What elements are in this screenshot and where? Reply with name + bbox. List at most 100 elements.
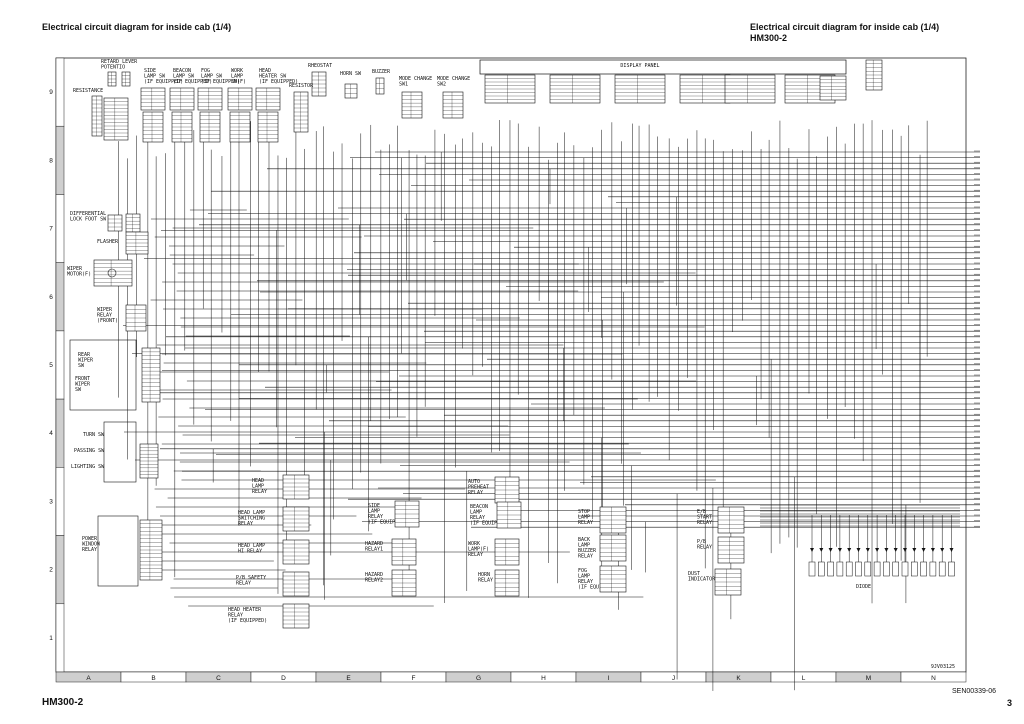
diagram-frame: 9 8 7 6 5 4 3 2 1 A B C D E F G H I J K L M N 9JV03125 [49,57,967,683]
rheostat-label: RHEOSTAT [308,63,332,69]
display-panel-connector-4 [679,74,731,104]
resistance-block [103,97,129,141]
passing-sw-label: PASSING SW [74,448,105,454]
front-wiper-label: FRONT WIPER SW [75,376,91,393]
grid-col-label: E [346,675,351,682]
grid-row-band [55,262,65,332]
resistor-connector [293,91,309,133]
grid-col-label: J [672,675,675,682]
retard-connector-a [107,71,117,87]
hazard-1-connector [391,538,417,566]
grid-row-label: 1 [49,635,53,642]
beacon-lamp-sw-harness [171,111,193,143]
work-lamp-relay-connector [494,538,520,566]
resistor-label: RESISTOR [289,83,314,89]
wiper-motor-icon [107,268,117,278]
grid-row-band [55,194,65,263]
auto-preheat-label: AUTO PREHEAT RELAY [468,479,489,496]
display-panel-frame [479,59,847,75]
hazard-1-label: HAZARD RELAY1 [365,541,383,553]
power-window-box [97,515,139,587]
beacon-lamp-sw-connector [169,87,195,111]
fog-lamp-sw-label: FOG LAMP SW (IF EQUIPPED) [201,68,240,85]
fog-relay-label: FOG LAMP RELAY (IF EQUIPPED) [578,568,617,591]
page-title-right-text: Electrical circuit diagram for inside ca… [750,22,940,32]
fog-lamp-sw-connector [197,87,223,111]
pb-safety-label: P/B SAFETY RELAY [236,575,266,587]
horn-sw-label: HORN SW [340,71,362,77]
grid-col-label: C [216,675,221,682]
page-title: Electrical circuit diagram for inside ca… [42,22,232,32]
hazard-2-connector [391,569,417,597]
grid-row-label: 6 [49,294,53,301]
pb-relay-connector [717,536,745,564]
wiring [118,120,980,691]
flasher-label: FLASHER [97,239,119,245]
head-heater-relay-connector [282,603,310,629]
horn-relay-label: HORN RELAY [478,572,493,584]
grid-col-label: L [802,675,806,682]
grid-col-label: M [866,675,871,682]
grid-row-band [55,603,65,673]
display-panel-connector-1 [484,74,536,104]
buzzer-label: BUZZER [372,69,391,75]
display-panel-connector-5 [724,74,776,104]
mode-change-2-connector [442,91,464,119]
pb-relay-label: P/B RELAY [697,539,712,551]
wiper-motor-connector [93,259,133,287]
grid-row-band [55,57,65,127]
head-lamp-relay-label: HEAD LAMP RELAY [252,478,267,495]
grid-row-band [55,535,65,605]
wiper-switch-connector [141,347,161,403]
grid-col-label: A [86,675,91,682]
mode-change-1-label: MODE CHANGE SW1 [399,76,432,88]
back-lamp-connector [599,534,627,562]
mode-change-1-connector [401,91,423,119]
grid-col-label: K [736,675,741,682]
grid-row-band [55,467,65,536]
wiper-switch-box [69,339,137,411]
fog-relay-connector [599,565,627,593]
retard-connector-b [121,71,131,87]
side-lamp-sw-harness [142,111,164,143]
head-lamp-hi-connector [282,539,310,565]
components: RETARD LEVER POTENTIO RESISTANCE SIDE LAMP S… [67,59,955,629]
rheostat-connector [311,71,327,97]
auto-preheat-connector [494,476,520,504]
display-panel-label: DISPLAY PANEL [620,63,659,69]
mode-change-2-label: MODE CHANGE SW2 [437,76,470,88]
work-lamp-relay-label: WORK LAMP(F) RELAY [468,541,489,558]
dust-label: DUST INDICATOR [688,571,716,583]
head-heater-sw-connector [255,87,281,111]
side-lamp-relay-connector [394,500,420,528]
rear-wiper-label: REAR WIPER SW [78,352,94,369]
wiper-relay-label: WIPER RELAY (FRONT) [97,307,118,324]
flasher-connector [125,231,149,255]
grid-row-label: 8 [49,157,53,164]
turn-sw-label: TURN SW [83,432,105,438]
grid-row-label: 7 [49,226,53,233]
power-window-connector [139,519,163,581]
grid-row-label: 5 [49,362,53,369]
retard-lever-label: RETARD LEVER POTENTIO [101,59,138,71]
pb-safety-connector [282,571,310,597]
page-model-right: HM300-2 [750,33,788,43]
beacon-relay-label: BEACON LAMP RELAY (IF EQUIPPED) [470,504,509,527]
diode-label: DIODE [856,584,871,590]
fog-lamp-sw-harness [199,111,221,143]
wiper-relay-connector [125,304,147,332]
beacon-relay-connector [496,501,522,529]
grid-col-label: G [476,675,481,682]
head-lamp-switching-label: HEAD LAMP SWITCHING RELAY [238,510,265,527]
grid-col-label: D [281,675,286,682]
grid-col-label: B [151,675,155,682]
head-heater-sw-harness [257,111,279,143]
head-heater-relay-label: HEAD HEATER RELAY (IF EQUIPPED) [228,607,267,624]
grid-row-label: 9 [49,89,53,96]
resistance-label: RESISTANCE [73,88,103,94]
display-panel-connector-7 [819,75,847,101]
grid-col-band [900,671,967,683]
eb-start-label: E/B START RELAY [697,509,712,526]
grid-col-label: I [608,675,610,682]
horn-relay-connector [494,569,520,597]
